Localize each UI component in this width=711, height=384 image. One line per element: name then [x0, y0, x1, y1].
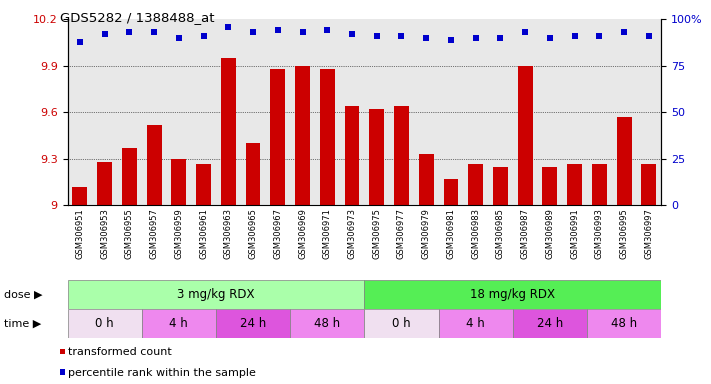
Bar [518, 66, 533, 205]
Bar [171, 159, 186, 205]
Bar [469, 164, 483, 205]
Bar [141, 309, 216, 338]
Text: 4 h: 4 h [169, 317, 188, 330]
Bar [493, 167, 508, 205]
Bar [365, 309, 439, 338]
Text: 0 h: 0 h [392, 317, 411, 330]
Text: 4 h: 4 h [466, 317, 485, 330]
Bar [295, 66, 310, 205]
Text: dose ▶: dose ▶ [4, 290, 42, 300]
Point [420, 35, 432, 41]
Bar [73, 187, 87, 205]
Point [619, 29, 630, 35]
Bar [246, 143, 260, 205]
Text: 0 h: 0 h [95, 317, 114, 330]
Point [495, 35, 506, 41]
Bar [146, 125, 161, 205]
Bar [320, 69, 335, 205]
Point [124, 29, 135, 35]
Bar [592, 164, 606, 205]
Point [371, 33, 383, 39]
Bar [216, 309, 290, 338]
Bar [587, 309, 661, 338]
Bar [444, 179, 459, 205]
Bar [542, 167, 557, 205]
Bar [419, 154, 434, 205]
Point [569, 33, 580, 39]
Point [445, 36, 456, 43]
Bar [68, 309, 141, 338]
Bar [567, 164, 582, 205]
Text: 48 h: 48 h [611, 317, 637, 330]
Point [396, 33, 407, 39]
Bar [221, 58, 236, 205]
Bar [122, 148, 137, 205]
Text: 18 mg/kg RDX: 18 mg/kg RDX [470, 288, 555, 301]
Bar [365, 280, 661, 309]
Bar [513, 309, 587, 338]
Bar [616, 117, 631, 205]
Bar [97, 162, 112, 205]
Text: time ▶: time ▶ [4, 318, 41, 329]
Point [149, 29, 160, 35]
Point [99, 31, 110, 37]
Bar [270, 69, 285, 205]
Text: 3 mg/kg RDX: 3 mg/kg RDX [177, 288, 255, 301]
Point [346, 31, 358, 37]
Text: transformed count: transformed count [68, 347, 171, 357]
Bar [394, 106, 409, 205]
Point [247, 29, 259, 35]
Bar [290, 309, 364, 338]
Point [470, 35, 481, 41]
Point [297, 29, 309, 35]
Text: 24 h: 24 h [537, 317, 563, 330]
Text: 48 h: 48 h [314, 317, 341, 330]
Point [74, 38, 85, 45]
Point [643, 33, 655, 39]
Point [198, 33, 209, 39]
Bar [345, 106, 360, 205]
Point [321, 27, 333, 33]
Point [544, 35, 555, 41]
Point [594, 33, 605, 39]
Point [173, 35, 185, 41]
Point [223, 23, 234, 30]
Bar [68, 280, 365, 309]
Bar [641, 164, 656, 205]
Bar [369, 109, 384, 205]
Bar [439, 309, 513, 338]
Text: GDS5282 / 1388488_at: GDS5282 / 1388488_at [60, 12, 215, 25]
Bar [196, 164, 211, 205]
Point [520, 29, 531, 35]
Text: 24 h: 24 h [240, 317, 266, 330]
Point [272, 27, 284, 33]
Text: percentile rank within the sample: percentile rank within the sample [68, 368, 255, 378]
